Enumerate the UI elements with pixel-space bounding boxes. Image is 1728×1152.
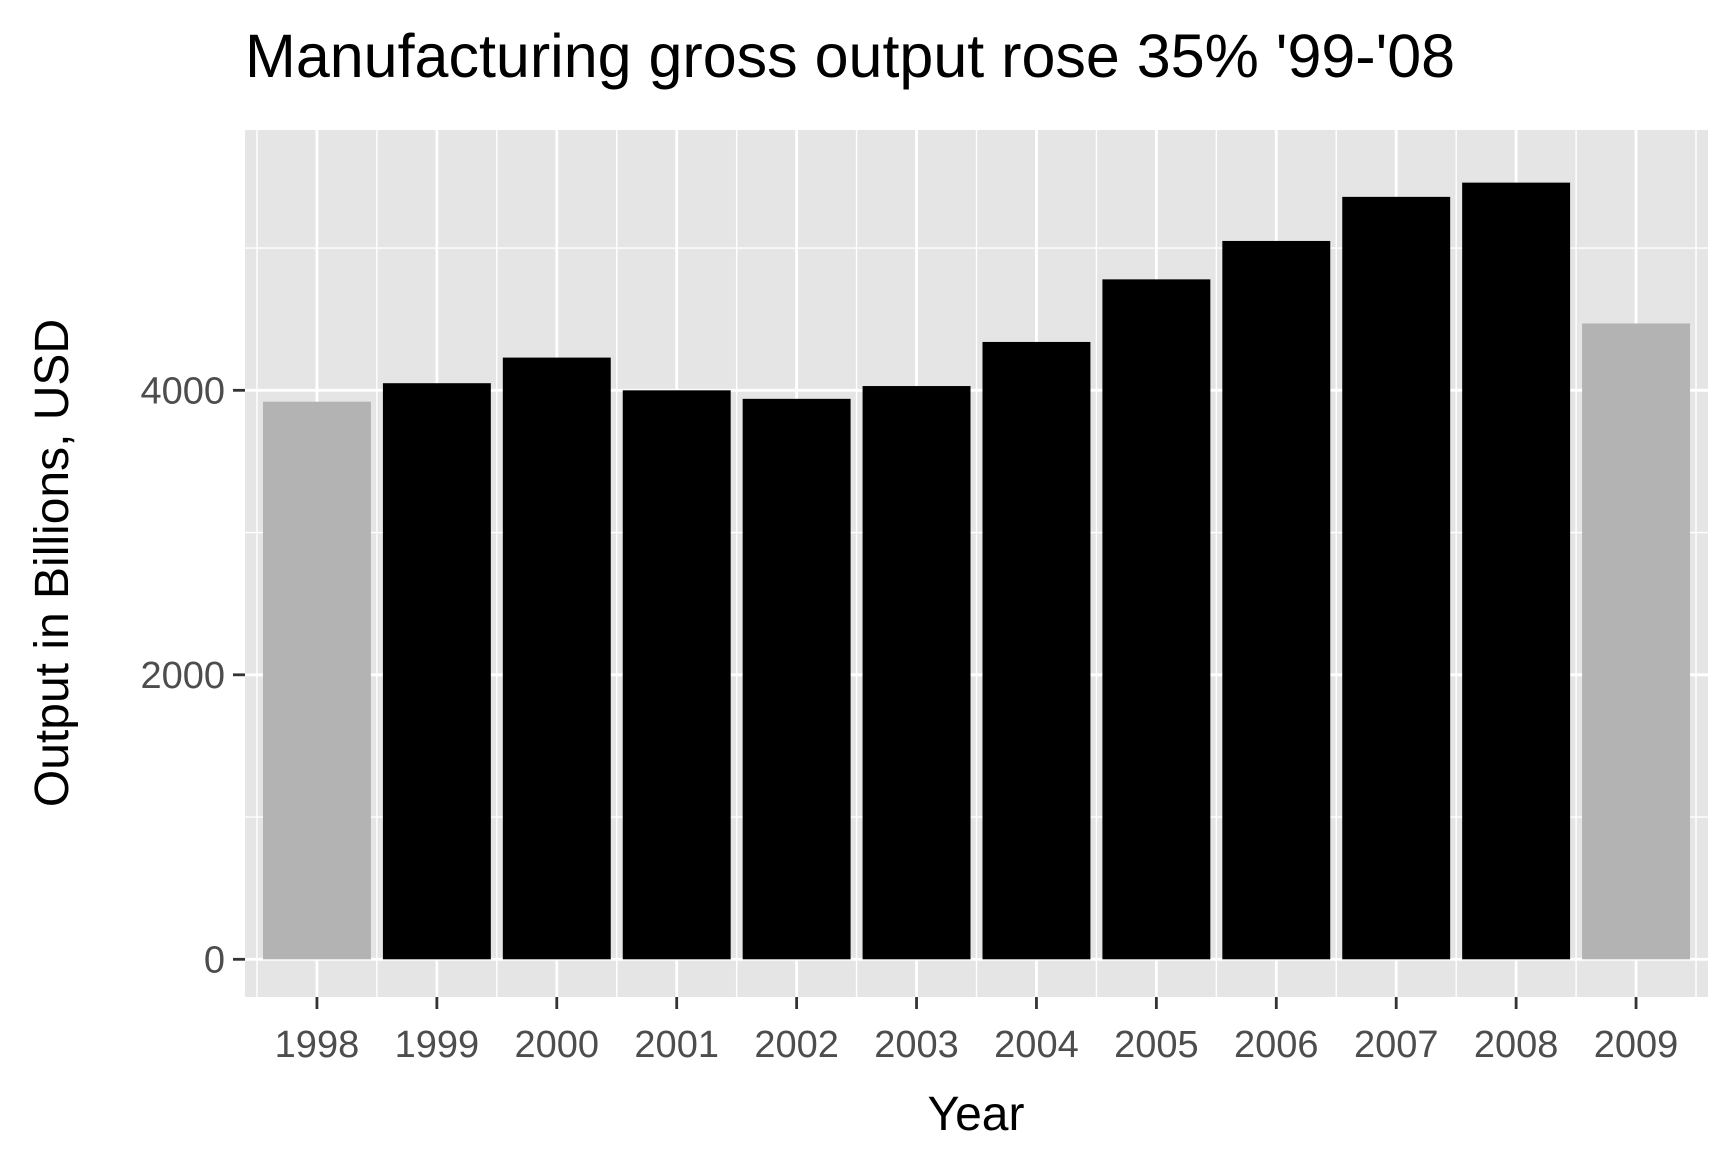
y-tick-label: 4000: [140, 370, 225, 412]
bar-1998: [262, 401, 371, 960]
x-tick-label: 1998: [275, 1024, 360, 1066]
x-tick-label: 2005: [1114, 1024, 1199, 1066]
x-tick-label: 1999: [395, 1024, 480, 1066]
bar-2008: [1462, 182, 1571, 960]
y-axis-title: Output in Billions, USD: [26, 319, 79, 807]
bar-2006: [1222, 240, 1331, 960]
x-tick-label: 2004: [994, 1024, 1079, 1066]
x-tick-label: 2002: [754, 1024, 839, 1066]
x-axis: 1998 1999 2000 2001 2002 2003 2004 2005 2006 2007…: [275, 997, 1679, 1066]
bar-2001: [622, 390, 731, 960]
x-tick-label: 2003: [874, 1024, 959, 1066]
bar-2004: [982, 341, 1091, 960]
x-tick-label: 2001: [634, 1024, 719, 1066]
x-tick-label: 2007: [1354, 1024, 1439, 1066]
y-tick-label: 0: [204, 939, 225, 981]
x-axis-title: Year: [928, 1088, 1025, 1141]
bar-1999: [382, 383, 491, 960]
bar-2007: [1342, 196, 1451, 960]
bar-2009: [1582, 323, 1691, 960]
bar-2003: [862, 386, 971, 960]
bar-2000: [502, 357, 611, 960]
y-axis: 0 2000 4000: [140, 370, 245, 981]
x-tick-label: 2009: [1594, 1024, 1679, 1066]
bar-2002: [742, 398, 851, 960]
x-tick-label: 2008: [1474, 1024, 1559, 1066]
y-tick-label: 2000: [140, 655, 225, 697]
x-tick-label: 2000: [515, 1024, 600, 1066]
minor-gridlines: [245, 130, 1708, 997]
bars: [262, 182, 1691, 960]
chart-title: Manufacturing gross output rose 35% '99-…: [245, 22, 1455, 90]
bar-2005: [1102, 279, 1211, 960]
x-tick-label: 2006: [1234, 1024, 1319, 1066]
